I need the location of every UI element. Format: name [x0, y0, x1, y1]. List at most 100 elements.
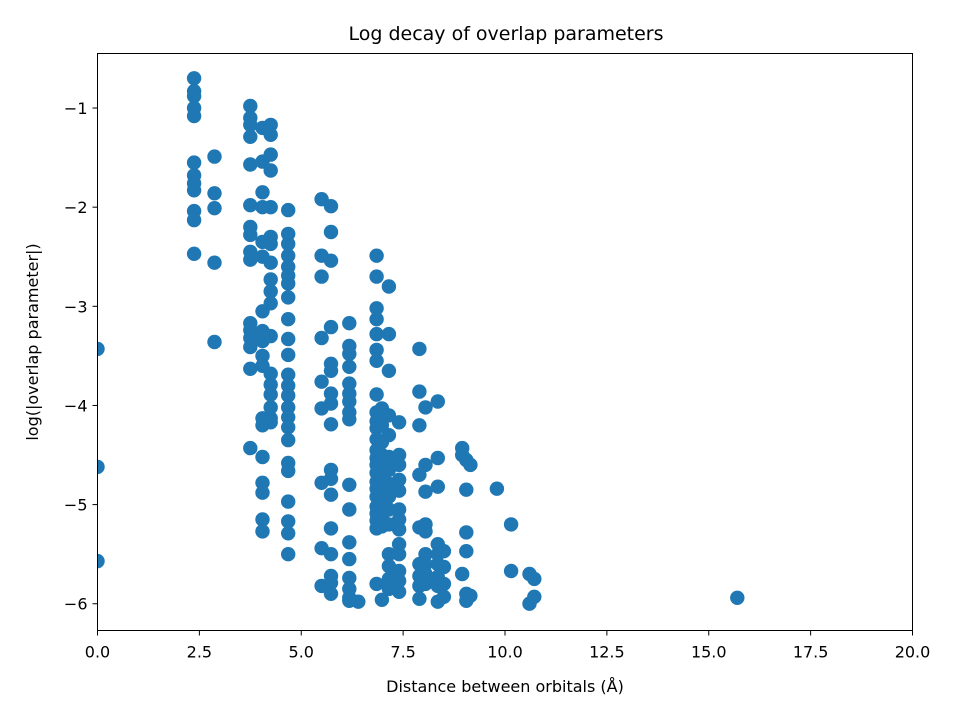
y-tick-label: −1 — [64, 99, 88, 118]
data-point — [527, 571, 542, 587]
data-point — [281, 547, 296, 562]
data-point — [391, 537, 407, 552]
data-point — [186, 212, 202, 228]
data-point — [281, 388, 296, 403]
data-point — [263, 255, 278, 270]
chart-title: Log decay of overlap parameters — [348, 23, 663, 45]
data-point — [351, 594, 366, 609]
data-point — [418, 547, 433, 562]
data-point — [281, 248, 296, 263]
plot-frame — [97, 53, 913, 631]
data-point — [281, 526, 296, 541]
data-point — [730, 590, 745, 605]
data-point — [418, 524, 433, 539]
data-point — [263, 284, 278, 299]
y-tick-label: −2 — [64, 198, 88, 217]
data-point — [281, 202, 296, 218]
data-point — [455, 566, 470, 582]
data-point — [381, 428, 397, 443]
data-point — [381, 408, 397, 423]
data-point — [207, 201, 222, 216]
data-point — [263, 366, 278, 381]
data-point — [412, 591, 427, 606]
data-point — [436, 544, 452, 559]
data-point — [391, 522, 407, 537]
data-point — [459, 482, 474, 497]
x-tick-label: 12.5 — [589, 643, 625, 662]
data-point — [281, 236, 296, 252]
data-point — [255, 512, 270, 527]
data-point — [323, 575, 339, 591]
data-point — [436, 576, 452, 592]
data-point — [418, 457, 433, 473]
data-point — [391, 472, 407, 487]
data-point — [391, 563, 407, 579]
data-point — [263, 400, 278, 415]
data-point — [255, 348, 270, 364]
data-point — [391, 573, 407, 589]
data-point — [281, 367, 296, 382]
data-point — [255, 185, 270, 200]
data-point — [369, 342, 384, 358]
y-axis-label: log(|overlap parameter|) — [23, 243, 42, 440]
data-point — [412, 341, 427, 357]
x-tick-label: 20.0 — [895, 643, 931, 662]
x-tick-label: 5.0 — [289, 643, 314, 662]
data-point — [459, 544, 474, 559]
y-tick-label: −4 — [64, 396, 88, 415]
data-point — [243, 227, 258, 243]
data-point — [207, 334, 222, 350]
data-point — [323, 547, 339, 562]
data-point — [463, 588, 478, 603]
data-point — [369, 353, 384, 368]
data-point — [186, 108, 202, 124]
data-point — [314, 269, 329, 284]
y-tick-label: −5 — [64, 496, 88, 515]
data-point — [255, 449, 270, 465]
data-point — [255, 475, 270, 490]
data-point — [418, 576, 433, 592]
data-point — [281, 410, 296, 425]
data-point — [342, 359, 357, 374]
data-point — [412, 384, 427, 399]
data-point — [342, 535, 357, 550]
data-point — [207, 255, 222, 270]
data-point — [243, 117, 258, 133]
data-point — [381, 363, 397, 378]
y-axis-ticks: −6 −5 −4 −3 −2 −1 — [64, 99, 98, 614]
data-points — [97, 71, 745, 611]
data-point — [391, 457, 407, 473]
data-point — [263, 236, 278, 252]
data-point — [263, 296, 278, 311]
x-tick-label: 17.5 — [793, 643, 829, 662]
data-point — [369, 248, 384, 263]
data-point — [323, 471, 339, 486]
data-point — [323, 586, 339, 601]
data-point — [391, 483, 407, 498]
data-point — [314, 374, 329, 389]
data-point — [391, 584, 407, 599]
data-point — [391, 415, 407, 430]
data-point — [263, 200, 278, 215]
data-point — [342, 551, 357, 567]
data-point — [463, 457, 478, 473]
data-point — [436, 559, 452, 575]
data-point — [207, 149, 222, 164]
data-point — [281, 400, 296, 415]
data-point — [369, 576, 384, 592]
data-point — [281, 463, 296, 479]
data-point — [97, 341, 105, 357]
data-point — [323, 253, 339, 268]
data-point — [369, 301, 384, 316]
data-point — [263, 328, 278, 344]
data-point — [186, 155, 202, 170]
data-point — [391, 502, 407, 517]
y-tick-label: −6 — [64, 595, 88, 614]
data-point — [418, 556, 433, 572]
data-point — [186, 88, 202, 104]
data-point — [243, 157, 258, 172]
data-point — [436, 589, 452, 604]
data-point — [342, 502, 357, 517]
data-point — [243, 98, 258, 114]
data-point — [281, 432, 296, 448]
